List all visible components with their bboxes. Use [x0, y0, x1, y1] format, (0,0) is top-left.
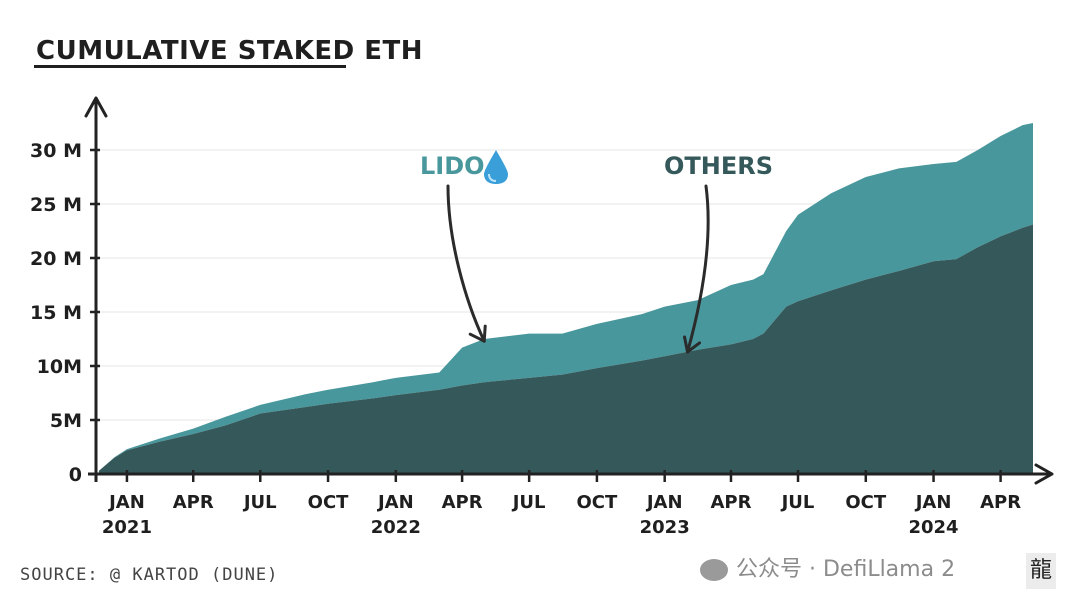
y-tick-label: 15 M	[30, 302, 82, 324]
y-tick-label: 10M	[37, 356, 82, 378]
annotation-lido-arrow	[446, 184, 486, 343]
others-area	[98, 224, 1034, 474]
x-tick-label: OCT	[577, 492, 619, 513]
y-tick-label: 5M	[50, 410, 82, 432]
x-tick-label: JUL	[780, 492, 815, 513]
y-tick-label: 20 M	[30, 248, 82, 270]
x-tick-label: APR	[442, 492, 483, 513]
annotation-lido-arrowhead	[468, 324, 487, 343]
wechat-icon	[700, 559, 728, 581]
x-tick-label: JAN	[914, 492, 952, 513]
x-tick-label: APR	[980, 492, 1021, 513]
y-axis-arrowhead	[84, 96, 108, 118]
chart-title: CUMULATIVE STAKED ETH	[36, 36, 424, 66]
annotation-lido-label: LIDO	[420, 152, 485, 180]
annotation-others-arrowhead	[683, 335, 702, 354]
x-tick-label: OCT	[308, 492, 350, 513]
x-tick-label: JAN	[645, 492, 683, 513]
lido-drop-highlight	[488, 173, 497, 182]
annotation-others-label: OTHERS	[664, 152, 773, 180]
x-axis-arrowhead	[1034, 463, 1054, 485]
x-tick-label: APR	[173, 492, 214, 513]
y-tick-label: 30 M	[30, 140, 82, 162]
x-tick-year-label: 2021	[102, 517, 152, 538]
logo: 龍	[1026, 553, 1056, 589]
x-tick-label: JAN	[107, 492, 145, 513]
title-underline	[34, 65, 346, 68]
lido-drop-icon	[484, 150, 508, 184]
x-tick-label: APR	[710, 492, 751, 513]
watermark-text: 公众号 · DefiLlama 2	[736, 557, 956, 582]
x-tick-year-label: 2024	[908, 517, 958, 538]
x-tick-label: OCT	[845, 492, 887, 513]
y-tick-label: 25 M	[30, 194, 82, 216]
x-tick-label: JAN	[376, 492, 414, 513]
source-note: SOURCE: @ KARTOD (DUNE)	[20, 565, 279, 585]
watermark: 公众号 · DefiLlama 2	[700, 551, 955, 583]
x-tick-year-label: 2022	[371, 517, 421, 538]
x-tick-label: JUL	[242, 492, 277, 513]
x-tick-label: JUL	[511, 492, 546, 513]
annotation-others-arrow	[686, 184, 710, 354]
x-tick-year-label: 2023	[640, 517, 690, 538]
y-tick-label: 0	[69, 464, 82, 486]
